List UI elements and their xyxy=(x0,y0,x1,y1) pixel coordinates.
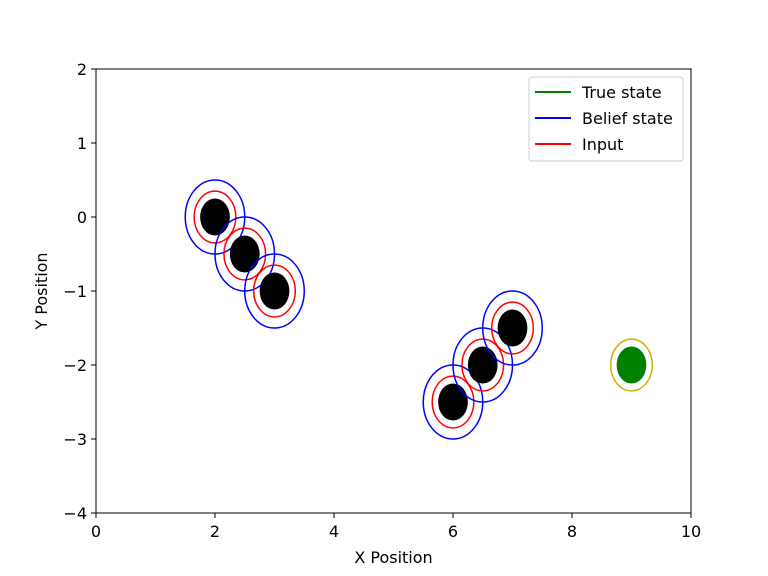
obstacle-point xyxy=(200,198,230,236)
input-ellipse xyxy=(252,264,297,318)
x-tick-label: 2 xyxy=(210,522,220,541)
obstacle-point xyxy=(467,346,498,384)
legend-label: Input xyxy=(582,135,623,154)
x-tick-label: 6 xyxy=(448,522,458,541)
x-axis-label: X Position xyxy=(354,548,432,567)
y-tick-label: −1 xyxy=(63,282,87,301)
legend-box xyxy=(528,76,684,162)
legend-item: Input xyxy=(535,135,623,154)
obstacle-point xyxy=(438,383,468,421)
input-ellipse xyxy=(223,227,267,281)
input-ellipse xyxy=(193,190,237,244)
obstacle-point xyxy=(229,235,260,273)
input-ellipse xyxy=(490,301,535,355)
y-tick-label: 1 xyxy=(77,134,87,153)
x-tick-label: 10 xyxy=(681,522,701,541)
obstacle-point xyxy=(259,272,290,310)
y-axis-label: Y Position xyxy=(32,252,51,330)
legend: True state Belief state Input xyxy=(528,76,684,162)
belief-ellipse xyxy=(482,290,543,366)
obstacle-marker xyxy=(422,364,484,440)
x-tick-label: 0 xyxy=(91,522,101,541)
obstacle-marker xyxy=(244,253,305,329)
plot-marks xyxy=(184,179,654,440)
obstacle-point xyxy=(497,309,528,347)
input-ellipse xyxy=(431,375,475,429)
target-outline-ellipse xyxy=(609,338,654,392)
true-state-point xyxy=(616,346,647,384)
y-axis: −4 −3 −2 −1 0 1 2 xyxy=(63,60,96,523)
x-tick-label: 8 xyxy=(567,522,577,541)
legend-item: True state xyxy=(535,83,662,102)
target-marker xyxy=(609,338,654,392)
y-tick-label: 2 xyxy=(77,60,87,79)
y-tick-label: −3 xyxy=(63,430,87,449)
x-tick-label: 4 xyxy=(329,522,339,541)
y-tick-label: −2 xyxy=(63,356,87,375)
legend-label: True state xyxy=(581,83,662,102)
belief-ellipse xyxy=(244,253,305,329)
legend-item: Belief state xyxy=(535,109,673,128)
obstacle-marker xyxy=(482,290,543,366)
legend-label: Belief state xyxy=(582,109,673,128)
x-axis: 0 2 4 6 8 10 xyxy=(91,513,701,541)
y-tick-label: −4 xyxy=(63,504,87,523)
input-ellipse xyxy=(461,338,505,392)
y-tick-label: 0 xyxy=(77,208,87,227)
